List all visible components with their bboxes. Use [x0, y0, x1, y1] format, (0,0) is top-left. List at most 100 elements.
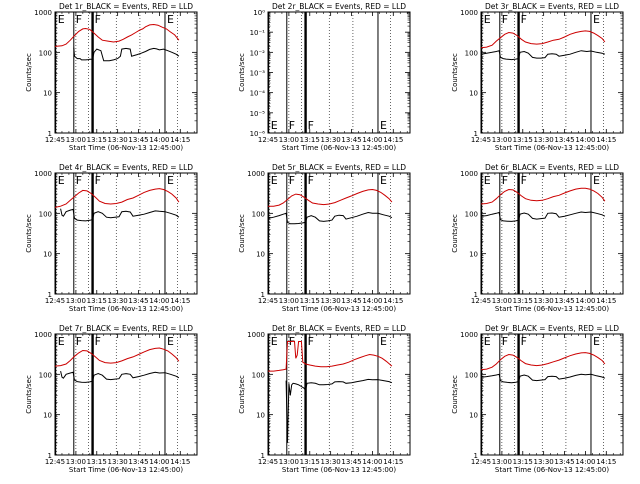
y-tick-label: 10⁻⁵ [250, 110, 266, 118]
x-tick-label: 13:15 [300, 458, 320, 466]
x-tick-label: 12:45 [45, 458, 65, 466]
y-tick-label: 10⁻² [250, 49, 266, 57]
x-tick-label: 14:00 [149, 136, 169, 144]
y-axis-label: Counts/sec [238, 375, 246, 414]
x-tick-label: 13:45 [341, 458, 361, 466]
y-tick-label: 10⁻⁶ [250, 130, 266, 138]
panel-title: Det 5r_BLACK = Events, RED = LLD [272, 163, 406, 172]
series-events-line [267, 211, 393, 225]
panel-7: Det 7r_BLACK = Events, RED = LLD 1 10 100 10… [25, 324, 198, 474]
panel-title: Det 4r_BLACK = Events, RED = LLD [59, 163, 193, 172]
y-tick-label: 100 [39, 49, 52, 57]
y-axis-label: Counts/sec [238, 214, 246, 253]
event-marker-label: F [76, 13, 82, 26]
y-tick-label: 1000 [460, 9, 478, 17]
series-events-line [480, 211, 606, 222]
x-tick-label: 13:45 [128, 136, 148, 144]
panel-title: Det 7r_BLACK = Events, RED = LLD [59, 324, 193, 333]
x-tick-label: 14:00 [575, 297, 595, 305]
event-marker-label: F [502, 13, 508, 26]
event-marker-label: E [484, 174, 491, 187]
x-tick-label: 13:15 [87, 458, 107, 466]
y-tick-label: 100 [465, 371, 478, 379]
y-tick-label: 10 [469, 251, 478, 259]
y-tick-label: 1000 [460, 170, 478, 178]
event-marker-label: E [484, 13, 491, 26]
plot-frame [480, 172, 624, 295]
event-marker-label: E [380, 174, 387, 187]
panel-title: Det 8r_BLACK = Events, RED = LLD [272, 324, 406, 333]
x-tick-label: 12:45 [471, 136, 491, 144]
event-marker-label: F [521, 335, 527, 348]
x-axis-label: Start Time (06-Nov-13 12:45:00) [495, 305, 609, 313]
event-marker-label: F [289, 119, 295, 132]
event-marker-label: E [58, 174, 65, 187]
x-tick-label: 12:45 [258, 297, 278, 305]
x-tick-label: 14:15 [596, 136, 616, 144]
y-tick-label: 100 [39, 371, 52, 379]
event-marker-label: F [95, 174, 101, 187]
x-tick-label: 12:45 [471, 297, 491, 305]
y-tick-label: 100 [465, 49, 478, 57]
series-lld-line [54, 188, 180, 208]
y-tick-label: 1000 [34, 331, 52, 339]
y-tick-label: 1 [474, 452, 478, 460]
panel-6: Det 6r_BLACK = Events, RED = LLD 1 10 100 10… [451, 163, 624, 313]
plot-frame [54, 333, 198, 456]
y-tick-label: 10 [469, 90, 478, 98]
x-tick-label: 13:15 [300, 297, 320, 305]
x-axis-label: Start Time (06-Nov-13 12:45:00) [495, 466, 609, 474]
y-tick-label: 10 [469, 412, 478, 420]
x-tick-label: 12:45 [45, 297, 65, 305]
panel-5: Det 5r_BLACK = Events, RED = LLD 1 10 100 10… [238, 163, 411, 313]
series-lld-line [480, 352, 606, 371]
x-axis-label: Start Time (06-Nov-13 12:45:00) [69, 305, 183, 313]
x-tick-label: 14:15 [383, 136, 403, 144]
event-marker-label: E [271, 119, 278, 132]
x-axis-label: Start Time (06-Nov-13 12:45:00) [282, 305, 396, 313]
x-tick-label: 14:15 [170, 458, 190, 466]
x-tick-label: 12:45 [471, 458, 491, 466]
x-axis-label: Start Time (06-Nov-13 12:45:00) [495, 144, 609, 152]
panel-title: Det 1r_BLACK = Events, RED = LLD [59, 2, 193, 11]
x-tick-label: 13:00 [66, 297, 86, 305]
series-lld-line [480, 30, 606, 49]
event-marker-label: E [271, 174, 278, 187]
y-axis-label: Counts/sec [238, 53, 246, 92]
x-tick-label: 13:45 [554, 458, 574, 466]
x-tick-label: 13:45 [341, 297, 361, 305]
y-tick-label: 1000 [460, 331, 478, 339]
event-marker-label: E [380, 119, 387, 132]
y-axis-label: Counts/sec [451, 214, 459, 253]
series-lld-line [54, 347, 180, 367]
panel-8: Det 8r_BLACK = Events, RED = LLD 1 10 100 10… [238, 324, 411, 474]
event-marker-label: F [76, 174, 82, 187]
x-axis-label: Start Time (06-Nov-13 12:45:00) [69, 466, 183, 474]
event-marker-label: F [521, 174, 527, 187]
event-marker-label: E [167, 13, 174, 26]
event-marker-label: F [289, 174, 295, 187]
y-tick-label: 1000 [34, 170, 52, 178]
series-events-line [285, 378, 393, 443]
event-marker-label: F [308, 119, 314, 132]
panel-3: Det 3r_BLACK = Events, RED = LLD 1 10 100 10… [451, 2, 624, 152]
event-marker-label: F [521, 13, 527, 26]
y-tick-label: 1000 [247, 170, 265, 178]
y-axis-label: Counts/sec [25, 375, 33, 414]
series-events-line [480, 50, 606, 61]
series-events-line [480, 373, 606, 384]
series-lld-line [480, 187, 606, 205]
x-tick-label: 14:15 [383, 297, 403, 305]
event-marker-label: E [271, 335, 278, 348]
panel-title: Det 2r_BLACK = Events, RED = LLD [272, 2, 406, 11]
x-tick-label: 13:30 [534, 136, 554, 144]
y-tick-label: 10 [43, 412, 52, 420]
y-tick-label: 10⁻³ [250, 70, 266, 78]
y-tick-label: 1 [48, 130, 52, 138]
x-tick-label: 13:45 [341, 136, 361, 144]
y-tick-label: 10 [43, 90, 52, 98]
x-tick-label: 13:30 [534, 297, 554, 305]
x-tick-label: 14:00 [149, 297, 169, 305]
event-marker-label: E [484, 335, 491, 348]
